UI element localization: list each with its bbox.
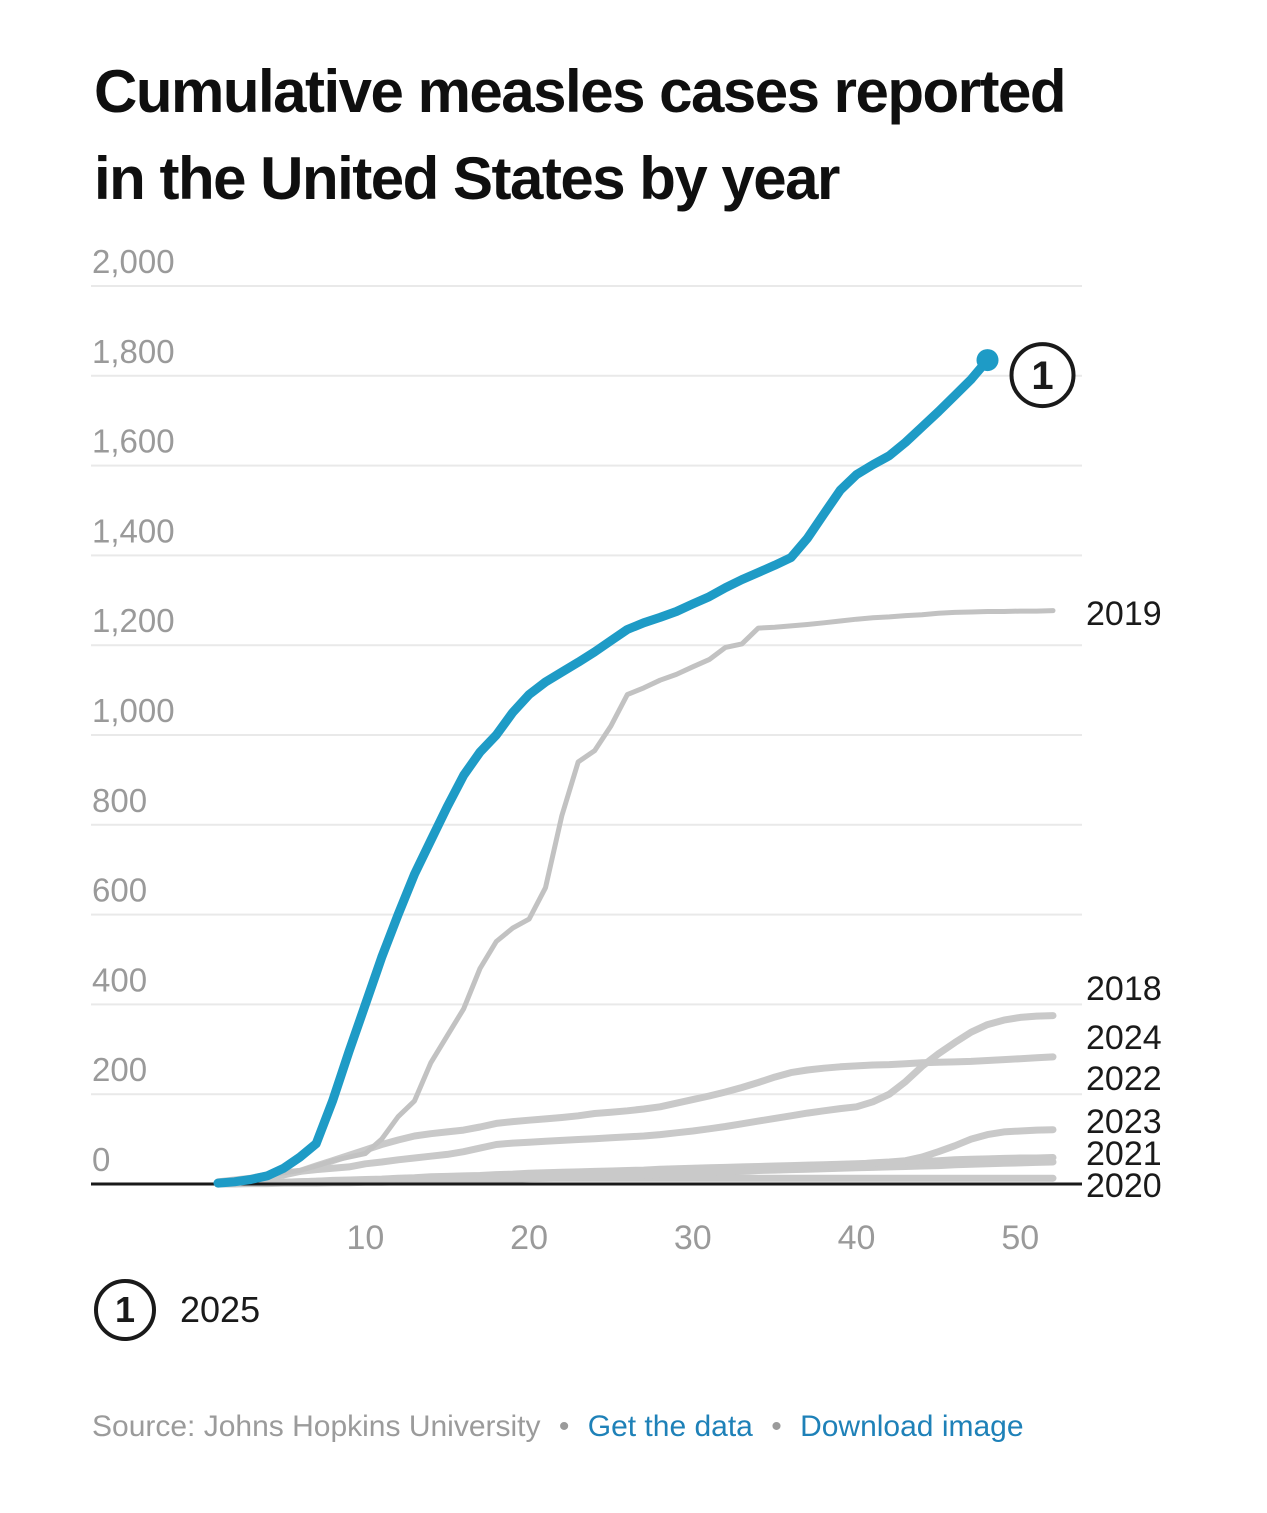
year-label-2023: 2023 [1086, 1103, 1162, 1141]
year-label-2018: 2018 [1086, 970, 1162, 1008]
annotation-circle [1009, 342, 1076, 409]
y-tick-label: 2,000 [92, 243, 175, 280]
y-tick-label: 1,400 [92, 512, 175, 549]
y-tick-label: 1,600 [92, 423, 175, 460]
series-end-dot [976, 349, 999, 372]
y-tick-label: 200 [92, 1051, 147, 1088]
x-tick-label: 20 [510, 1219, 548, 1257]
y-tick-label: 600 [92, 872, 147, 909]
page-title-line2: in the United States by year [94, 145, 840, 212]
get-the-data-link[interactable]: Get the data [587, 1410, 753, 1443]
year-label-2022: 2022 [1086, 1060, 1162, 1098]
page-title-line1: Cumulative measles cases reported [94, 58, 1067, 125]
year-label-2021: 2021 [1086, 1135, 1162, 1173]
x-tick-label: 40 [838, 1219, 876, 1257]
y-tick-label: 1,200 [92, 602, 175, 639]
series-line-2018 [214, 1012, 1057, 1186]
annotation-symbol: 1 [1031, 354, 1053, 398]
series-line-2022 [214, 1126, 1057, 1188]
year-label-2020: 2020 [1086, 1167, 1162, 1205]
download-image-link[interactable]: Download image [800, 1410, 1024, 1443]
year-label-2024: 2024 [1086, 1019, 1162, 1057]
source-text: Source: Johns Hopkins University [92, 1410, 541, 1443]
source-separator: • [771, 1410, 782, 1443]
y-tick-label: 1,800 [92, 333, 175, 370]
legend-marker-circle: 1 [94, 1279, 156, 1341]
series-line-2019 [215, 608, 1056, 1186]
y-tick-label: 800 [92, 782, 147, 819]
source-line: Source: Johns Hopkins University • Get t… [92, 1410, 1024, 1444]
page-title: Cumulative measles cases reported in the… [94, 48, 1067, 222]
series-line-2024 [214, 1053, 1057, 1187]
x-tick-label: 50 [1001, 1219, 1039, 1257]
legend-label: 2025 [180, 1289, 261, 1330]
x-tick-label: 10 [346, 1219, 384, 1257]
legend-marker-symbol: 1 [114, 1289, 136, 1330]
y-tick-label: 0 [92, 1141, 110, 1178]
y-tick-label: 1,000 [92, 692, 175, 729]
series-line-2025 [213, 355, 992, 1188]
y-tick-label: 400 [92, 961, 147, 998]
year-label-2019: 2019 [1086, 595, 1162, 633]
legend: 1 2025 [94, 1279, 260, 1341]
source-separator: • [558, 1410, 570, 1443]
x-tick-label: 30 [674, 1219, 712, 1257]
